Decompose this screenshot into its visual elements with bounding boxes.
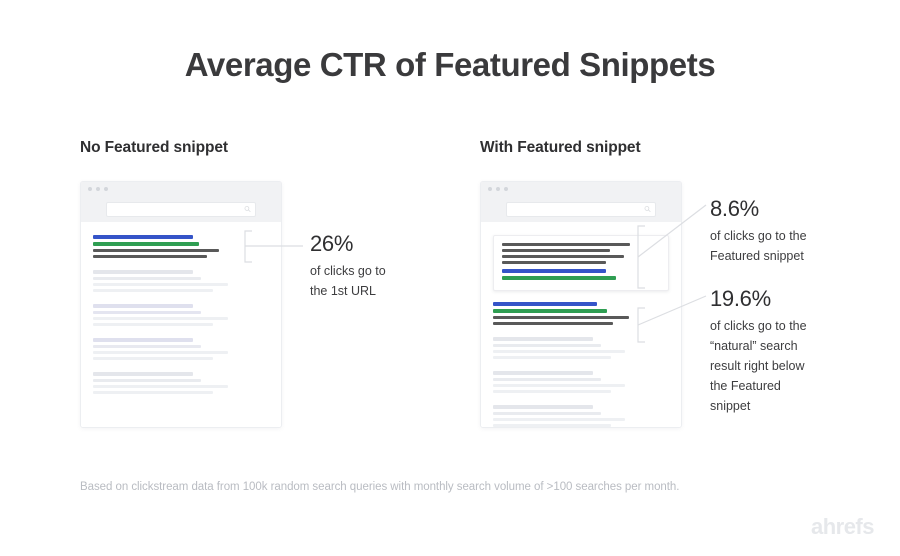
callout-percent: 8.6% xyxy=(710,196,759,221)
callout-natural-result: 19.6% of clicks go to the “natural” sear… xyxy=(710,286,865,416)
browser-titlebar xyxy=(81,182,281,196)
callout-first-url: 26% of clicks go to the 1st URL xyxy=(310,231,440,301)
brand-logo: ahrefs xyxy=(810,514,875,539)
page-title: Average CTR of Featured Snippets xyxy=(184,46,716,83)
serp-result-item[interactable] xyxy=(93,338,269,360)
result-snippet-line xyxy=(493,390,611,393)
panel-heading-no-featured-snippet: No Featured snippet xyxy=(80,139,228,156)
snippet-title-bar xyxy=(502,269,606,273)
result-snippet-line xyxy=(93,323,213,326)
window-dot-close-icon xyxy=(488,187,492,191)
serp-result-item[interactable] xyxy=(93,270,269,292)
snippet-text-line xyxy=(502,249,610,252)
result-url-bar xyxy=(93,345,201,348)
result-title-bar xyxy=(93,304,193,308)
callout-percent: 26% xyxy=(310,231,354,256)
serp-result-item[interactable] xyxy=(493,337,669,359)
browser-search-row xyxy=(81,196,281,222)
serp-result-item[interactable] xyxy=(93,304,269,326)
serp-result-item[interactable] xyxy=(93,372,269,394)
serp-results-list xyxy=(81,222,281,427)
result-snippet-line xyxy=(93,289,213,292)
search-icon xyxy=(644,205,651,212)
footnote: Based on clickstream data from 100k rand… xyxy=(80,481,680,493)
panel-heading-with-featured-snippet: With Featured snippet xyxy=(480,139,641,156)
result-title-bar xyxy=(93,338,193,342)
snippet-text-line xyxy=(502,255,624,258)
browser-titlebar xyxy=(481,182,681,196)
serp-results-list xyxy=(481,222,681,427)
callout-percent: 19.6% xyxy=(710,286,771,311)
browser-mockup-with-featured-snippet xyxy=(480,181,682,428)
callout-description: of clicks go to the “natural” search res… xyxy=(710,319,807,413)
result-snippet-line xyxy=(93,357,213,360)
result-snippet-line xyxy=(493,424,611,427)
search-input[interactable] xyxy=(506,201,656,217)
result-snippet-line xyxy=(493,356,611,359)
callout-description: of clicks go to the Featured snippet xyxy=(710,229,807,263)
result-snippet-line xyxy=(93,391,213,394)
result-title-bar xyxy=(493,337,593,341)
result-url-bar xyxy=(93,379,201,382)
result-snippet-line xyxy=(93,351,228,354)
serp-result-below-snippet[interactable] xyxy=(493,302,669,325)
window-dot-close-icon xyxy=(88,187,92,191)
snippet-text-line xyxy=(502,261,606,264)
result-snippet-line xyxy=(493,384,625,387)
result-snippet-line xyxy=(493,350,625,353)
result-url-bar xyxy=(93,311,201,314)
serp-result-item[interactable] xyxy=(493,405,669,427)
result-snippet-line xyxy=(493,316,629,319)
window-dot-minimize-icon xyxy=(96,187,100,191)
browser-mockup-no-featured-snippet xyxy=(80,181,282,428)
result-snippet-line xyxy=(93,255,207,258)
result-title-bar xyxy=(93,270,193,274)
search-icon xyxy=(244,205,251,212)
callout-featured-snippet: 8.6% of clicks go to the Featured snippe… xyxy=(710,196,860,266)
window-dot-minimize-icon xyxy=(496,187,500,191)
result-title-bar xyxy=(93,372,193,376)
result-snippet-line xyxy=(93,249,219,252)
window-dot-maximize-icon xyxy=(504,187,508,191)
result-url-bar xyxy=(493,378,601,381)
result-url-bar xyxy=(93,277,201,280)
result-snippet-line xyxy=(493,322,613,325)
result-url-bar xyxy=(493,309,607,313)
serp-result-item[interactable] xyxy=(493,371,669,393)
browser-search-row xyxy=(481,196,681,222)
result-snippet-line xyxy=(493,418,625,421)
result-snippet-line xyxy=(93,385,228,388)
callout-description: of clicks go to the 1st URL xyxy=(310,264,386,298)
search-input[interactable] xyxy=(106,201,256,217)
result-url-bar xyxy=(93,242,199,246)
result-url-bar xyxy=(493,344,601,347)
featured-snippet-card[interactable] xyxy=(493,235,669,291)
result-snippet-line xyxy=(93,317,228,320)
result-url-bar xyxy=(493,412,601,415)
serp-result-first[interactable] xyxy=(93,235,269,258)
result-snippet-line xyxy=(93,283,228,286)
result-title-bar xyxy=(93,235,193,239)
result-title-bar xyxy=(493,371,593,375)
result-title-bar xyxy=(493,302,597,306)
snippet-text-line xyxy=(502,243,630,246)
window-dot-maximize-icon xyxy=(104,187,108,191)
result-title-bar xyxy=(493,405,593,409)
snippet-url-bar xyxy=(502,276,616,280)
